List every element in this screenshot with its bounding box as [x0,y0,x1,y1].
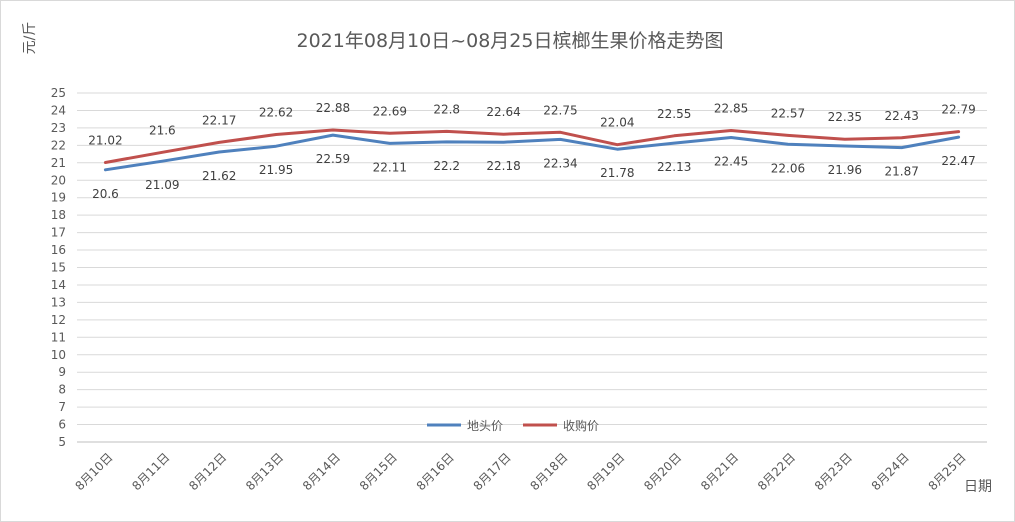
y-tick-label: 22 [51,138,66,152]
data-label: 21.96 [828,163,862,177]
grid-lines [77,92,987,443]
data-label: 22.13 [657,160,691,174]
x-tick-label: 8月16日 [414,450,457,493]
data-label: 22.47 [941,154,975,168]
y-tick-label: 18 [51,208,66,222]
y-axis-label: 元/斤 [22,22,38,55]
data-label: 22.57 [771,106,805,120]
data-label: 22.34 [543,156,577,170]
y-tick-label: 23 [51,121,66,135]
data-label: 21.6 [149,123,176,137]
x-tick-label: 8月21日 [698,450,741,493]
data-label: 21.62 [202,169,236,183]
data-label: 22.11 [373,160,407,174]
data-label: 22.55 [657,107,691,121]
series-line-1 [103,133,961,172]
x-tick-label: 8月13日 [243,450,286,493]
y-tick-label: 9 [58,365,66,379]
x-tick-label: 8月23日 [812,450,855,493]
data-label: 22.43 [885,109,919,123]
y-tick-labels: 5 6 7 8 9 10 11 12 13 14 15 16 17 18 19 20 21 22 23 24 25 [51,86,66,449]
y-tick-label: 19 [51,191,66,205]
data-label: 22.75 [543,103,577,117]
x-tick-label: 8月10日 [72,450,115,493]
y-tick-label: 5 [58,435,66,449]
y-tick-label: 12 [51,313,66,327]
x-tick-labels: 8月10日 8月11日 8月12日 8月13日 8月14日 8月15日 8月16日 8月17日… [72,450,968,493]
legend: 地头价 收购价 [427,418,599,433]
x-tick-label: 8月24日 [869,450,912,493]
y-tick-label: 24 [51,103,66,117]
y-tick-label: 15 [51,261,66,275]
y-tick-label: 17 [51,226,66,240]
chart-title: 2021年08月10日~08月25日槟榔生果价格走势图 [297,30,724,52]
data-label: 22.85 [714,102,748,116]
data-label: 22.35 [828,110,862,124]
data-label: 21.95 [259,163,293,177]
x-tick-label: 8月15日 [357,450,400,493]
data-labels: 20.6 21.09 21.62 21.95 22.59 22.11 22.2 22.18 22… [88,101,975,201]
x-tick-label: 8月22日 [755,450,798,493]
legend-entry: 地头价 [467,419,503,433]
data-label: 22.45 [714,154,748,168]
y-tick-label: 11 [51,330,66,344]
data-label: 22.69 [373,104,407,118]
legend-entry: 收购价 [563,418,599,433]
data-label: 22.64 [486,105,520,119]
y-tick-label: 21 [51,156,66,170]
x-tick-label: 8月17日 [471,450,514,493]
data-label: 22.06 [771,161,805,175]
data-label: 22.18 [486,159,520,173]
data-label: 21.09 [145,178,179,192]
series-line-2 [103,128,961,164]
y-tick-label: 13 [51,295,66,309]
y-tick-label: 7 [58,400,66,414]
y-tick-label: 16 [51,243,66,257]
y-tick-label: 6 [58,418,66,432]
y-tick-label: 20 [51,173,66,187]
data-label: 21.78 [600,166,634,180]
x-tick-label: 8月20日 [641,450,684,493]
data-label: 22.88 [316,101,350,115]
x-tick-label: 8月14日 [300,450,343,493]
data-label: 21.87 [885,165,919,179]
data-label: 22.2 [433,159,460,173]
data-label: 22.59 [316,152,350,166]
x-tick-label: 8月25日 [926,450,969,493]
series-lines [103,128,961,172]
data-label: 21.02 [88,133,122,147]
y-tick-label: 8 [58,383,66,397]
x-axis-label: 日期 [964,479,992,495]
y-tick-label: 10 [51,348,66,362]
x-tick-label: 8月19日 [584,450,627,493]
y-tick-label: 25 [51,86,66,100]
data-label: 22.8 [433,102,460,116]
data-label: 22.04 [600,116,634,130]
data-label: 22.79 [941,103,975,117]
y-tick-label: 14 [51,278,66,292]
x-tick-label: 8月11日 [129,450,172,493]
data-label: 22.62 [259,106,293,120]
x-tick-label: 8月12日 [186,450,229,493]
data-label: 20.6 [92,187,119,201]
data-label: 22.17 [202,113,236,127]
x-tick-label: 8月18日 [527,450,570,493]
